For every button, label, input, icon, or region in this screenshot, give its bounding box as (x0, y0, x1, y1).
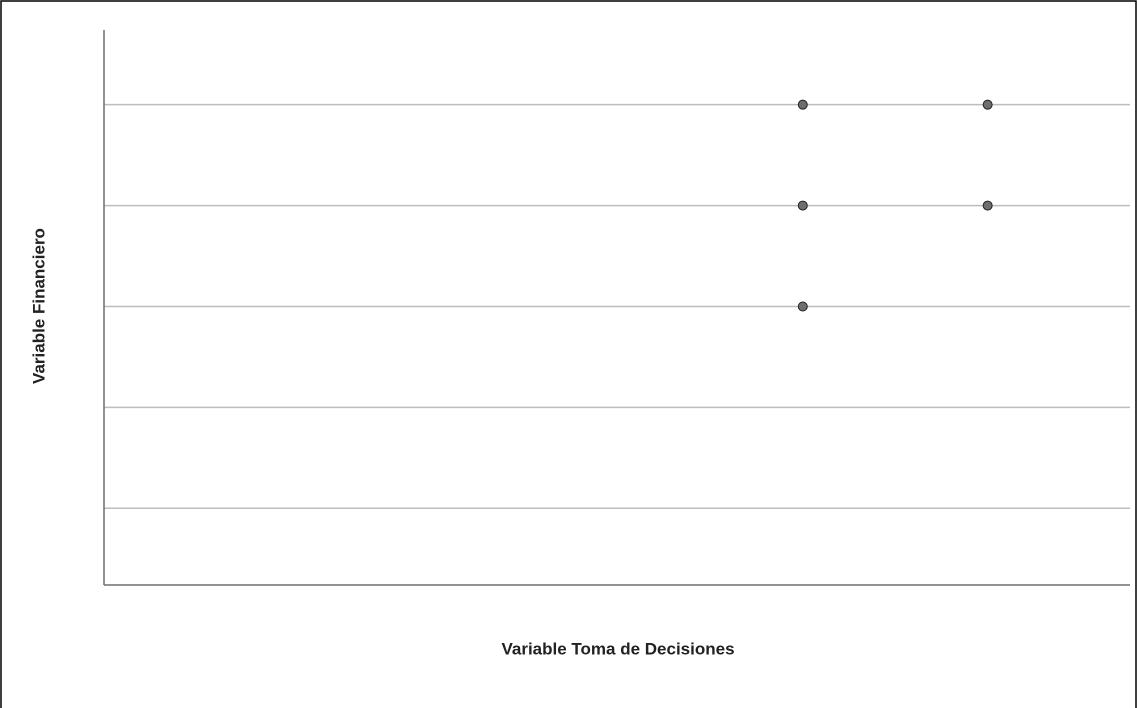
x-axis-label: Variable Toma de Decisiones (501, 639, 734, 658)
y-axis-label: Variable Financiero (29, 228, 48, 384)
point (797, 301, 808, 312)
point (982, 200, 993, 211)
point (797, 200, 808, 211)
point (982, 99, 993, 110)
point (797, 99, 808, 110)
